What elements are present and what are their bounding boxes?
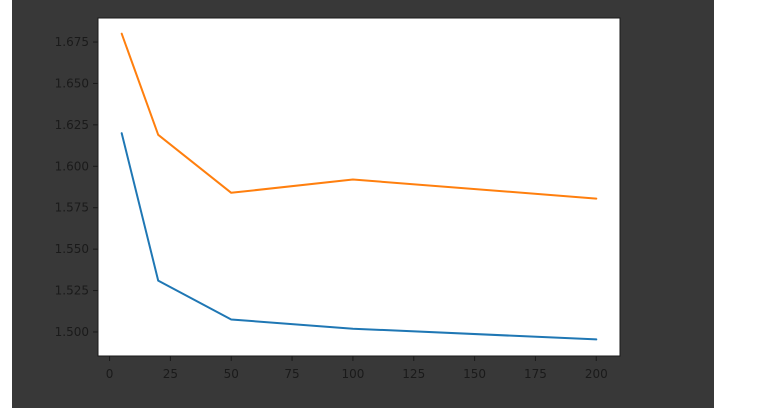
plot-frame: [97, 17, 621, 357]
y-tick-label: 1.525: [55, 284, 89, 298]
x-tick-label: 50: [224, 367, 239, 381]
y-tick-label: 1.675: [55, 35, 89, 49]
y-axis-ticks: 1.500 1.525 1.550 1.575 1.600 1.625 1.650 1.675: [55, 35, 98, 339]
x-tick-label: 0: [106, 367, 114, 381]
x-axis-ticks: 0 25 50 75 100 125 150 175 200: [106, 356, 608, 381]
y-tick-label: 1.625: [55, 118, 89, 132]
y-tick-label: 1.500: [55, 325, 89, 339]
plot-area: [98, 18, 620, 356]
x-tick-label: 200: [585, 367, 608, 381]
series-lines: [120, 32, 598, 341]
axes-spines: [97, 17, 621, 357]
y-tick-label: 1.575: [55, 201, 89, 215]
x-tick-label: 125: [402, 367, 425, 381]
x-tick-label: 150: [463, 367, 486, 381]
series-2-line: [120, 32, 598, 200]
x-tick-label: 175: [524, 367, 547, 381]
y-tick-label: 1.550: [55, 242, 89, 256]
series-1-line: [120, 132, 598, 341]
x-tick-label: 75: [284, 367, 299, 381]
x-tick-label: 100: [341, 367, 364, 381]
right-margin: [714, 0, 760, 408]
y-tick-label: 1.650: [55, 76, 89, 90]
y-tick-label: 1.600: [55, 159, 89, 173]
x-tick-label: 25: [163, 367, 178, 381]
